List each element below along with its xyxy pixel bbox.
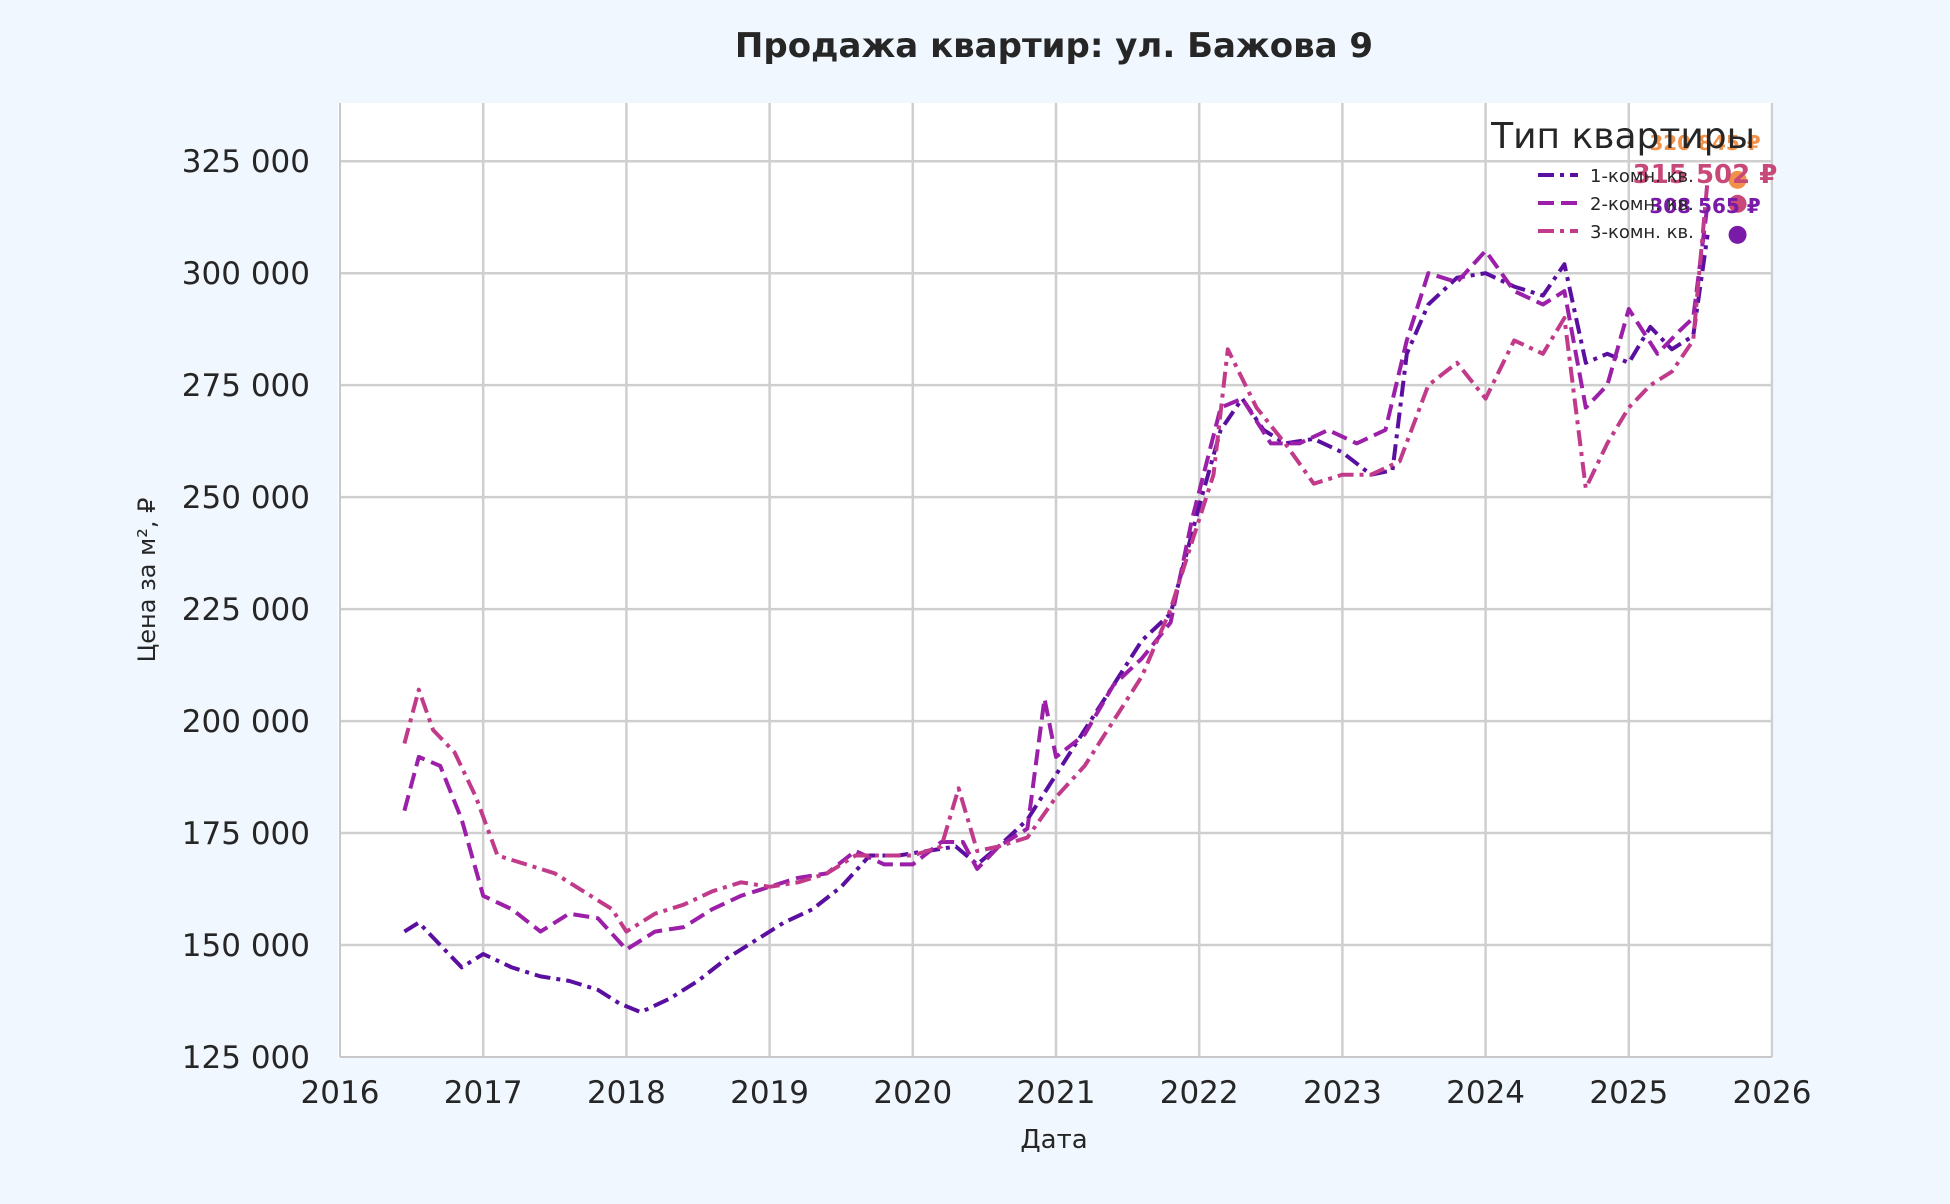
annotation-marker-2 [1728, 194, 1747, 213]
legend: Тип квартиры 1-комн. кв. 2-комн. кв. 3-ком… [1490, 116, 1755, 243]
y-axis-label: Цена за м², ₽ [133, 498, 161, 663]
y-tick-label: 225 000 [182, 592, 310, 628]
x-tick-labels: 2016 2017 2018 2019 2020 2021 2022 2023 2024 2025… [301, 1075, 1812, 1111]
x-tick-label: 2020 [873, 1075, 952, 1111]
series-line-1 [403, 234, 1710, 1015]
y-tick-label: 275 000 [182, 368, 310, 404]
annotations: 320 845 ₽ 315 502 ₽ 308 565 ₽ [1633, 131, 1778, 244]
x-tick-label: 2022 [1160, 1075, 1239, 1111]
y-tick-label: 125 000 [182, 1040, 310, 1076]
axes [339, 103, 1772, 1058]
annotation-label-1: 320 845 ₽ [1649, 131, 1760, 155]
x-tick-label: 2024 [1446, 1075, 1525, 1111]
y-tick-labels: 125 000 150 000 175 000 200 000 225 000 250 0… [182, 144, 310, 1076]
legend-label-2: 2-комн. кв. [1590, 194, 1694, 215]
grid [340, 103, 1774, 1057]
annotation-marker-1 [1728, 170, 1747, 189]
series-line-2 [402, 203, 1710, 952]
y-tick-label: 200 000 [182, 704, 310, 740]
y-tick-label: 300 000 [182, 256, 310, 292]
annotation-label-2: 315 502 ₽ [1633, 160, 1778, 190]
x-tick-label: 2017 [444, 1075, 523, 1111]
legend-title: Тип квартиры [1490, 116, 1755, 157]
y-tick-label: 150 000 [182, 928, 310, 964]
y-tick-label: 325 000 [182, 144, 310, 180]
x-axis-label: Дата [1020, 1125, 1087, 1155]
x-tick-label: 2026 [1733, 1075, 1812, 1111]
chart-title: Продажа квартир: ул. Бажова 9 [735, 26, 1373, 66]
x-tick-label: 2019 [730, 1075, 809, 1111]
legend-label-3: 3-комн. кв. [1590, 222, 1694, 243]
series-line-3 [402, 179, 1710, 934]
x-tick-label: 2021 [1017, 1075, 1096, 1111]
x-tick-label: 2018 [587, 1075, 666, 1111]
y-tick-label: 250 000 [182, 480, 310, 516]
y-tick-label: 175 000 [182, 816, 310, 852]
legend-label-1: 1-комн. кв. [1590, 166, 1694, 187]
x-tick-label: 2016 [301, 1075, 380, 1111]
x-tick-label: 2025 [1589, 1075, 1668, 1111]
annotation-label-3: 308 565 ₽ [1649, 194, 1760, 218]
x-tick-label: 2023 [1303, 1075, 1382, 1111]
series [402, 179, 1710, 1015]
annotation-marker-3 [1728, 225, 1747, 244]
